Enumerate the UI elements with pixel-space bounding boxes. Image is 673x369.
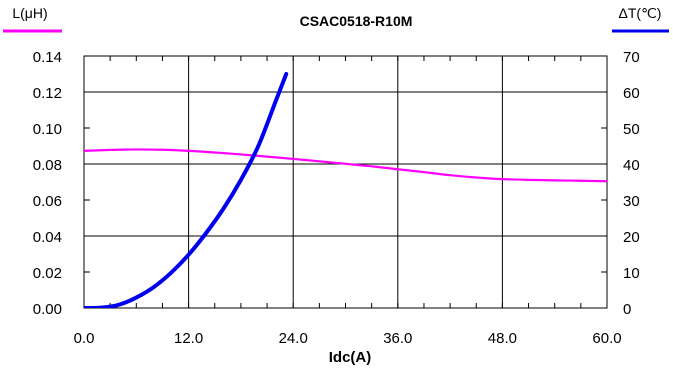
right-axis-tick-label: 10 [623,265,640,282]
x-axis-tick-label: 36.0 [383,330,412,347]
left-axis-tick-label: 0.06 [33,193,62,210]
right-axis-tick-label: 30 [623,193,640,210]
x-axis-label: Idc(A) [329,349,372,366]
left-axis-tick-label: 0.02 [33,265,62,282]
x-axis-tick-labels: 0.0 12.0 24.0 36.0 48.0 60.0 [74,330,622,347]
left-axis-tick-label: 0.14 [33,49,62,66]
minor-ticks [83,55,608,309]
gridlines [84,56,607,308]
inductance-series-line [84,148,607,183]
left-axis-tick-label: 0.10 [33,121,62,138]
plot-frame [83,55,608,309]
x-axis-tick-label: 12.0 [174,330,203,347]
right-axis-tick-label: 20 [623,229,640,246]
right-axis-tick-label: 60 [623,85,640,102]
right-axis-tick-label: 0 [623,301,631,318]
series-layer [84,72,607,308]
right-axis-tick-label: 50 [623,121,640,138]
x-axis-tick-label: 0.0 [74,330,95,347]
left-axis-tick-label: 0.08 [33,157,62,174]
right-axis-tick-labels: 0 10 20 30 40 50 60 70 [623,49,640,318]
x-axis-tick-label: 24.0 [279,330,308,347]
x-axis-tick-label: 48.0 [488,330,517,347]
temperature-rise-series-line [84,72,289,308]
left-axis-tick-labels: 0.00 0.02 0.04 0.06 0.08 0.10 0.12 0.14 [33,49,62,318]
x-axis-tick-label: 60.0 [592,330,621,347]
right-axis-tick-label: 40 [623,157,640,174]
chart-title: CSAC0518-R10M [300,13,413,29]
left-axis-tick-label: 0.12 [33,85,62,102]
left-axis-label: L(μH) [12,5,47,21]
right-axis-tick-label: 70 [623,49,640,66]
right-axis-label: ΔT(℃) [619,5,662,21]
left-axis-tick-label: 0.04 [33,229,62,246]
left-axis-tick-label: 0.00 [33,301,62,318]
